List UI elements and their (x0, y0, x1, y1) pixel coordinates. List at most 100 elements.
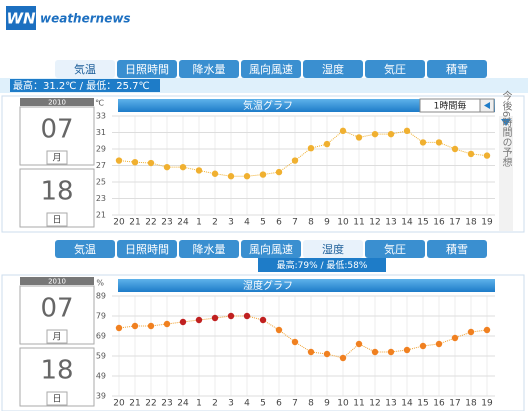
data-point (131, 159, 139, 166)
tab-bg (55, 240, 115, 258)
tab[interactable]: 風向風速 (241, 60, 301, 78)
tab[interactable]: 気温 (55, 60, 115, 78)
year-bar (20, 98, 94, 106)
y-tick-label: 33 (96, 112, 106, 121)
tab-bg (179, 60, 239, 78)
year-bar (20, 277, 94, 285)
tab[interactable]: 湿度 (303, 240, 363, 258)
unit-box (46, 212, 68, 227)
data-point (115, 324, 123, 332)
x-tick-label: 4 (244, 218, 250, 228)
data-point (467, 328, 475, 336)
x-tick-label: 16 (433, 399, 445, 409)
x-tick-label: 12 (369, 218, 380, 228)
x-tick-label: 10 (337, 218, 349, 228)
x-tick-label: 2 (212, 218, 218, 228)
x-tick-label: 15 (417, 218, 428, 228)
x-tick-label: 13 (385, 399, 396, 409)
data-point (275, 326, 283, 334)
x-tick-label: 1 (196, 218, 202, 228)
tab[interactable]: 気圧 (365, 60, 425, 78)
summary: 最高:79% / 最低:58% (277, 259, 368, 271)
data-point (435, 340, 443, 348)
tab[interactable]: 気温 (55, 240, 115, 258)
x-tick-label: 3 (228, 218, 234, 228)
tab-label: 気圧 (384, 62, 406, 76)
data-point (291, 157, 299, 164)
tab-bg (241, 240, 301, 258)
tab-bg (117, 60, 177, 78)
x-tick-label: 16 (433, 218, 445, 228)
data-point (451, 145, 459, 153)
x-tick-label: 8 (308, 399, 314, 409)
tab-label: 気温 (74, 62, 96, 76)
y-unit: % (96, 279, 104, 288)
tab[interactable]: 日照時間 (117, 60, 177, 78)
tab-bg (179, 240, 239, 258)
logo-box (6, 6, 36, 30)
x-tick-label: 20 (113, 218, 125, 228)
tab-label: 降水量 (193, 62, 226, 76)
y-tick-label: 39 (96, 392, 106, 401)
x-tick-label: 9 (324, 399, 330, 409)
tab[interactable]: 日照時間 (117, 240, 177, 258)
x-tick-label: 2 (212, 399, 218, 409)
y-tick-label: 21 (96, 211, 106, 220)
data-point (147, 159, 155, 167)
tab[interactable]: 積雪 (427, 60, 487, 78)
data-point (147, 322, 155, 330)
data-point (243, 173, 251, 180)
summary: 最高：31.2℃ / 最低：25.7℃ (13, 79, 150, 92)
data-point (483, 326, 491, 334)
x-tick-label: 10 (337, 399, 349, 409)
tab[interactable]: 積雪 (427, 240, 487, 258)
year: 2010 (48, 278, 66, 286)
data-point (403, 127, 411, 135)
x-tick-label: 23 (161, 399, 172, 409)
y-tick-label: 27 (96, 161, 106, 170)
x-tick-label: 1 (196, 399, 202, 409)
graph-title-bar (118, 99, 495, 112)
tab[interactable]: 降水量 (179, 60, 239, 78)
x-tick-label: 7 (292, 399, 298, 409)
data-point (291, 338, 299, 346)
tab[interactable]: 気圧 (365, 240, 425, 258)
tab-label: 風向風速 (249, 62, 293, 76)
x-tick-label: 19 (481, 218, 493, 228)
x-tick-label: 20 (113, 399, 125, 409)
tab-label: 気温 (74, 242, 96, 256)
x-tick-label: 9 (324, 218, 330, 228)
tab[interactable]: 降水量 (179, 240, 239, 258)
x-tick-label: 6 (276, 218, 282, 228)
x-tick-label: 18 (465, 218, 477, 228)
y-tick-label: 49 (96, 372, 106, 381)
data-point (355, 134, 363, 141)
data-point (467, 150, 475, 158)
data-point (211, 170, 219, 177)
y-tick-label: 29 (96, 145, 106, 154)
x-tick-label: 14 (401, 218, 413, 228)
x-tick-label: 3 (228, 399, 234, 409)
x-tick-label: 17 (449, 218, 460, 228)
x-tick-label: 4 (244, 399, 250, 409)
data-point (195, 316, 203, 324)
tab-bg (303, 60, 363, 78)
logo: WN (6, 10, 36, 28)
tab[interactable]: 湿度 (303, 60, 363, 78)
data-point (195, 167, 203, 174)
data-point (243, 312, 251, 320)
y-tick-label: 89 (96, 292, 106, 301)
tab-label: 湿度 (322, 242, 344, 256)
month: 07 (40, 294, 73, 324)
tab[interactable]: 風向風速 (241, 240, 301, 258)
data-point (259, 316, 267, 324)
y-tick-label: 59 (96, 352, 106, 361)
x-tick-label: 6 (276, 399, 282, 409)
year: 2010 (48, 99, 66, 107)
tab-label: 日照時間 (125, 243, 169, 256)
data-line (118, 130, 488, 177)
data-point (483, 152, 491, 159)
x-tick-label: 19 (481, 399, 493, 409)
x-tick-label: 15 (417, 399, 428, 409)
x-tick-label: 24 (177, 399, 189, 409)
